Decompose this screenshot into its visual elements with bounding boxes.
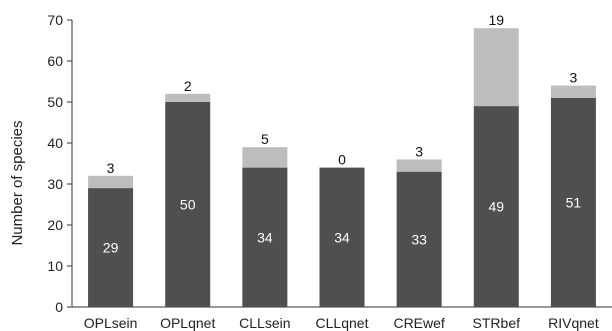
plot-area: 010203040506070293OPLsein502OPLqnet345CL… — [47, 12, 612, 331]
data-label: 2 — [184, 78, 192, 94]
bar-segment-2 — [165, 93, 211, 102]
x-tick-label: CLLsein — [239, 315, 290, 331]
data-label: 3 — [107, 160, 115, 176]
y-tick-label: 20 — [47, 217, 63, 233]
y-tick-label: 60 — [47, 53, 63, 69]
bar-segment-2 — [242, 147, 288, 168]
y-tick-label: 30 — [47, 176, 63, 192]
x-tick-label: RIVqnet — [548, 315, 599, 331]
bar-segment-1 — [473, 106, 519, 307]
x-tick-label: OPLqnet — [160, 315, 215, 331]
data-label: 3 — [415, 143, 423, 159]
bar-segment-2 — [88, 175, 134, 189]
bar-segment-2 — [550, 85, 596, 98]
data-label: 49 — [488, 199, 504, 215]
y-tick-label: 0 — [55, 299, 63, 315]
data-label: 0 — [338, 152, 346, 168]
bar-segment-1 — [319, 167, 365, 307]
x-tick-label: CREwef — [393, 315, 444, 331]
data-label: 29 — [103, 240, 119, 256]
data-label: 33 — [411, 231, 427, 247]
data-label: 50 — [180, 197, 196, 213]
bar-segment-1 — [396, 171, 442, 307]
y-axis-title: Number of species — [9, 120, 26, 245]
bar-segment-2 — [473, 28, 519, 107]
data-label: 5 — [261, 131, 269, 147]
y-tick-label: 10 — [47, 258, 63, 274]
x-tick-label: STRbef — [473, 315, 521, 331]
bar-segment-1 — [165, 102, 211, 307]
y-tick-label: 50 — [47, 94, 63, 110]
data-label: 19 — [488, 12, 504, 28]
bar-segment-1 — [550, 97, 596, 308]
y-tick-label: 40 — [47, 135, 63, 151]
bar-segment-2 — [396, 159, 442, 172]
x-tick-label: OPLsein — [84, 315, 138, 331]
bar-segment-1 — [242, 167, 288, 307]
x-tick-label: CLLqnet — [316, 315, 369, 331]
data-label: 34 — [257, 229, 273, 245]
data-label: 34 — [334, 229, 350, 245]
data-label: 3 — [570, 70, 578, 86]
y-tick-label: 70 — [47, 12, 63, 28]
data-label: 51 — [566, 194, 582, 210]
bar-segment-1 — [88, 188, 134, 307]
